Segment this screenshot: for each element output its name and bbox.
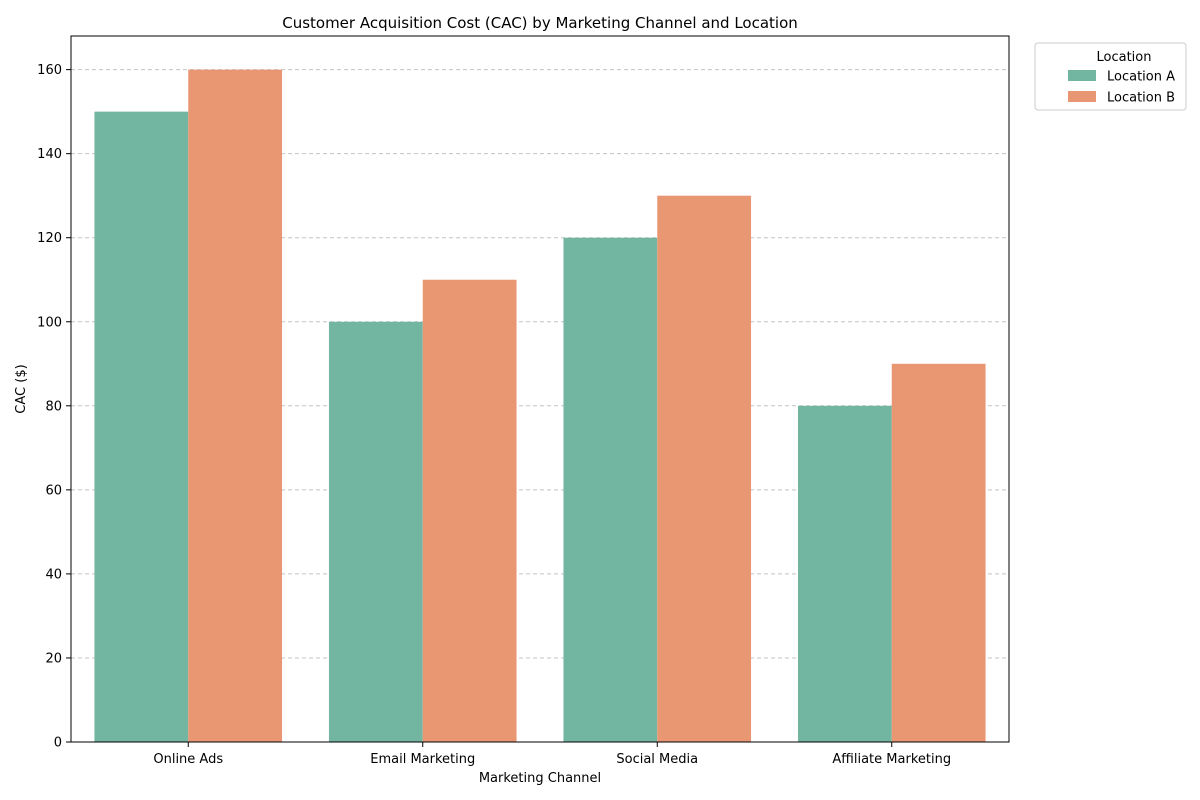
bar-location-b-affiliate-marketing bbox=[891, 363, 986, 742]
y-tick-label: 160 bbox=[37, 63, 62, 78]
legend: Location Location A Location B bbox=[1034, 42, 1187, 111]
y-tick-label: 40 bbox=[45, 567, 62, 582]
y-tick-label: 100 bbox=[37, 315, 62, 330]
plot-frame bbox=[70, 35, 1010, 743]
y-tick-label: 120 bbox=[37, 231, 62, 246]
bar-location-b-social-media bbox=[657, 195, 752, 742]
y-tick-label: 20 bbox=[45, 651, 62, 666]
legend-swatch bbox=[1068, 70, 1096, 81]
bar-location-b-email-marketing bbox=[422, 279, 517, 742]
x-tick-label: Online Ads bbox=[153, 752, 223, 767]
bar-location-a-email-marketing bbox=[328, 321, 423, 742]
x-tick-label: Affiliate Marketing bbox=[832, 752, 951, 767]
y-tick-label: 0 bbox=[54, 736, 62, 751]
chart-title: Customer Acquisition Cost (CAC) by Marke… bbox=[282, 14, 798, 32]
x-tick-label: Email Marketing bbox=[370, 752, 475, 767]
x-tick-label: Social Media bbox=[616, 752, 698, 767]
x-axis-label: Marketing Channel bbox=[479, 771, 601, 786]
legend-entry-label: Location B bbox=[1107, 91, 1175, 106]
y-tick-label: 140 bbox=[37, 147, 62, 162]
legend-entry-label: Location A bbox=[1107, 70, 1175, 85]
legend-swatch bbox=[1068, 91, 1096, 102]
bars bbox=[94, 69, 986, 743]
bar-location-a-online-ads bbox=[94, 111, 189, 742]
x-axis: Online Ads Email Marketing Social Media Aff… bbox=[153, 742, 951, 767]
y-axis: 0 20 40 60 80 100 120 140 160 bbox=[37, 63, 71, 751]
y-tick-label: 80 bbox=[45, 399, 62, 414]
bar-location-a-social-media bbox=[563, 237, 658, 742]
legend-title: Location bbox=[1097, 50, 1152, 65]
bar-location-b-online-ads bbox=[188, 69, 283, 743]
y-axis-label: CAC ($) bbox=[14, 364, 29, 413]
y-tick-label: 60 bbox=[45, 483, 62, 498]
bar-location-a-affiliate-marketing bbox=[797, 405, 892, 742]
